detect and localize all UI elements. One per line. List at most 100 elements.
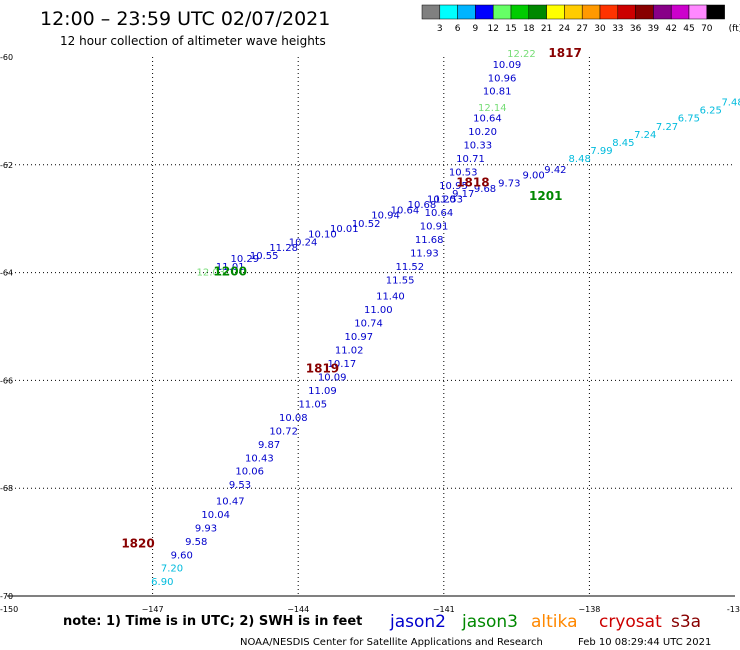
colorbar-swatch	[528, 4, 547, 20]
wave-height-label: 8.45	[612, 138, 634, 149]
y-tick-label: -68	[0, 484, 13, 493]
wave-height-label: 11.53	[434, 195, 463, 206]
wave-height-label: 10.47	[216, 496, 245, 507]
wave-height-label: 10.55	[250, 251, 279, 262]
wave-height-label: 7.48	[721, 98, 740, 109]
chart-subtitle: 12 hour collection of altimeter wave hei…	[60, 34, 326, 48]
colorbar-swatch	[421, 4, 441, 20]
y-tick-label: -70	[0, 592, 13, 601]
wave-height-label: 10.08	[279, 413, 308, 424]
satellite-legend-entry: cryosat	[599, 612, 662, 632]
wave-height-label: 9.93	[195, 523, 217, 534]
wave-height-label: 10.64	[425, 208, 454, 219]
wave-height-label: 12.22	[507, 49, 536, 60]
colorbar-label: 15	[505, 24, 516, 34]
wave-height-label: 6.90	[151, 577, 173, 588]
wave-height-label: 10.74	[354, 319, 383, 330]
satellite-legend-entry: s3a	[671, 612, 701, 632]
wave-height-label: 10.71	[456, 154, 485, 165]
time-labels: 1817 1818 1201 1200 1819 1820	[121, 46, 581, 550]
wave-height-label: 10.81	[483, 87, 512, 98]
y-tick-label: -60	[0, 53, 13, 62]
colorbar-label: 70	[701, 24, 713, 34]
axis-ticks: -60 -62 -64 -66 -68 -70 -150 −147 −144 −141 −138 -1…	[0, 53, 740, 614]
wave-height-label: 10.06	[235, 467, 264, 478]
colorbar-swatch	[510, 4, 530, 20]
satellite-legend-entry: jason3	[461, 612, 518, 632]
wave-height-label: 10.33	[463, 141, 492, 152]
wave-height-label: 11.05	[298, 399, 327, 410]
wave-height-label: 12.03	[197, 267, 226, 278]
colorbar-swatch	[688, 4, 708, 20]
satellite-legend-entry: altika	[531, 612, 578, 632]
wave-height-label: 11.68	[415, 235, 444, 246]
x-tick-label: −141	[433, 605, 455, 614]
wave-height-label: 10.96	[488, 73, 517, 84]
wave-height-label: 7.27	[656, 122, 678, 133]
wave-height-label: 9.00	[522, 170, 544, 181]
wave-height-label: 6.75	[678, 114, 700, 125]
wave-height-label: 10.91	[420, 221, 449, 232]
colorbar-swatch	[706, 4, 725, 20]
colorbar-label: 39	[648, 24, 660, 34]
wave-height-label: 9.73	[498, 178, 520, 189]
wave-height-label: 10.09	[493, 60, 522, 71]
wave-height-label: 10.68	[408, 200, 437, 211]
wave-height-label: 11.40	[376, 292, 405, 303]
time-label: 1201	[529, 189, 562, 203]
wave-height-label: 10.01	[330, 224, 359, 235]
grid-lines	[7, 57, 735, 596]
colorbar-label: 21	[541, 24, 552, 34]
data-marks: 12.2210.0910.9610.8112.1410.6410.2010.33…	[151, 49, 740, 588]
colorbar-swatch	[581, 4, 601, 20]
colorbar-swatch	[653, 4, 672, 20]
colorbar-label: 24	[559, 24, 571, 34]
wave-height-label: 9.53	[229, 480, 251, 491]
x-tick-label: -150	[0, 605, 18, 614]
wave-height-label: 9.60	[171, 550, 193, 561]
colorbar-swatch	[670, 4, 690, 20]
wave-height-label: 10.43	[245, 453, 274, 464]
wave-height-label: 11.52	[396, 262, 425, 273]
wave-height-label: 9.68	[474, 184, 496, 195]
footer-note: note: 1) Time is in UTC; 2) SWH is in fe…	[63, 614, 362, 629]
colorbar-label: 42	[665, 24, 676, 34]
colorbar-label: 36	[630, 24, 642, 34]
colorbar-swatch	[475, 4, 494, 20]
colorbar-swatch	[617, 4, 636, 20]
wave-height-label: 10.64	[473, 114, 502, 125]
y-tick-label: -64	[0, 269, 13, 278]
wave-height-label: 7.20	[161, 564, 183, 575]
time-label: 1819	[306, 361, 339, 375]
wave-height-label: 11.01	[216, 262, 245, 273]
wave-height-label: 10.20	[468, 127, 497, 138]
wave-height-label: 10.52	[352, 219, 381, 230]
wave-height-label: 8.48	[569, 154, 591, 165]
wave-height-label: 9.58	[185, 537, 207, 548]
x-tick-label: -13	[727, 605, 740, 614]
colorbar-unit: (ft)	[729, 24, 740, 34]
y-tick-label: -62	[0, 161, 13, 170]
wave-height-label: 10.53	[449, 168, 478, 179]
colorbar-swatch	[457, 4, 476, 20]
wave-height-label: 10.09	[318, 372, 347, 383]
wave-height-label: 11.55	[386, 275, 415, 286]
colorbar-label: 12	[487, 24, 498, 34]
wave-height-label: 10.94	[371, 211, 400, 222]
y-tick-label: -66	[0, 376, 13, 385]
colorbar-swatch	[492, 4, 512, 20]
x-tick-label: −138	[578, 605, 600, 614]
wave-height-label: 11.28	[269, 243, 298, 254]
colorbar-label: 6	[455, 24, 461, 34]
x-tick-label: −147	[142, 605, 164, 614]
colorbar-label: 27	[576, 24, 587, 34]
wave-height-label: 11.09	[308, 386, 337, 397]
time-label: 1200	[214, 264, 247, 278]
time-label: 1817	[548, 46, 581, 60]
colorbar-swatch	[439, 4, 458, 20]
wave-height-label: 10.72	[269, 426, 298, 437]
colorbar-label: 45	[683, 24, 694, 34]
wave-height-label: 12.14	[478, 103, 507, 114]
